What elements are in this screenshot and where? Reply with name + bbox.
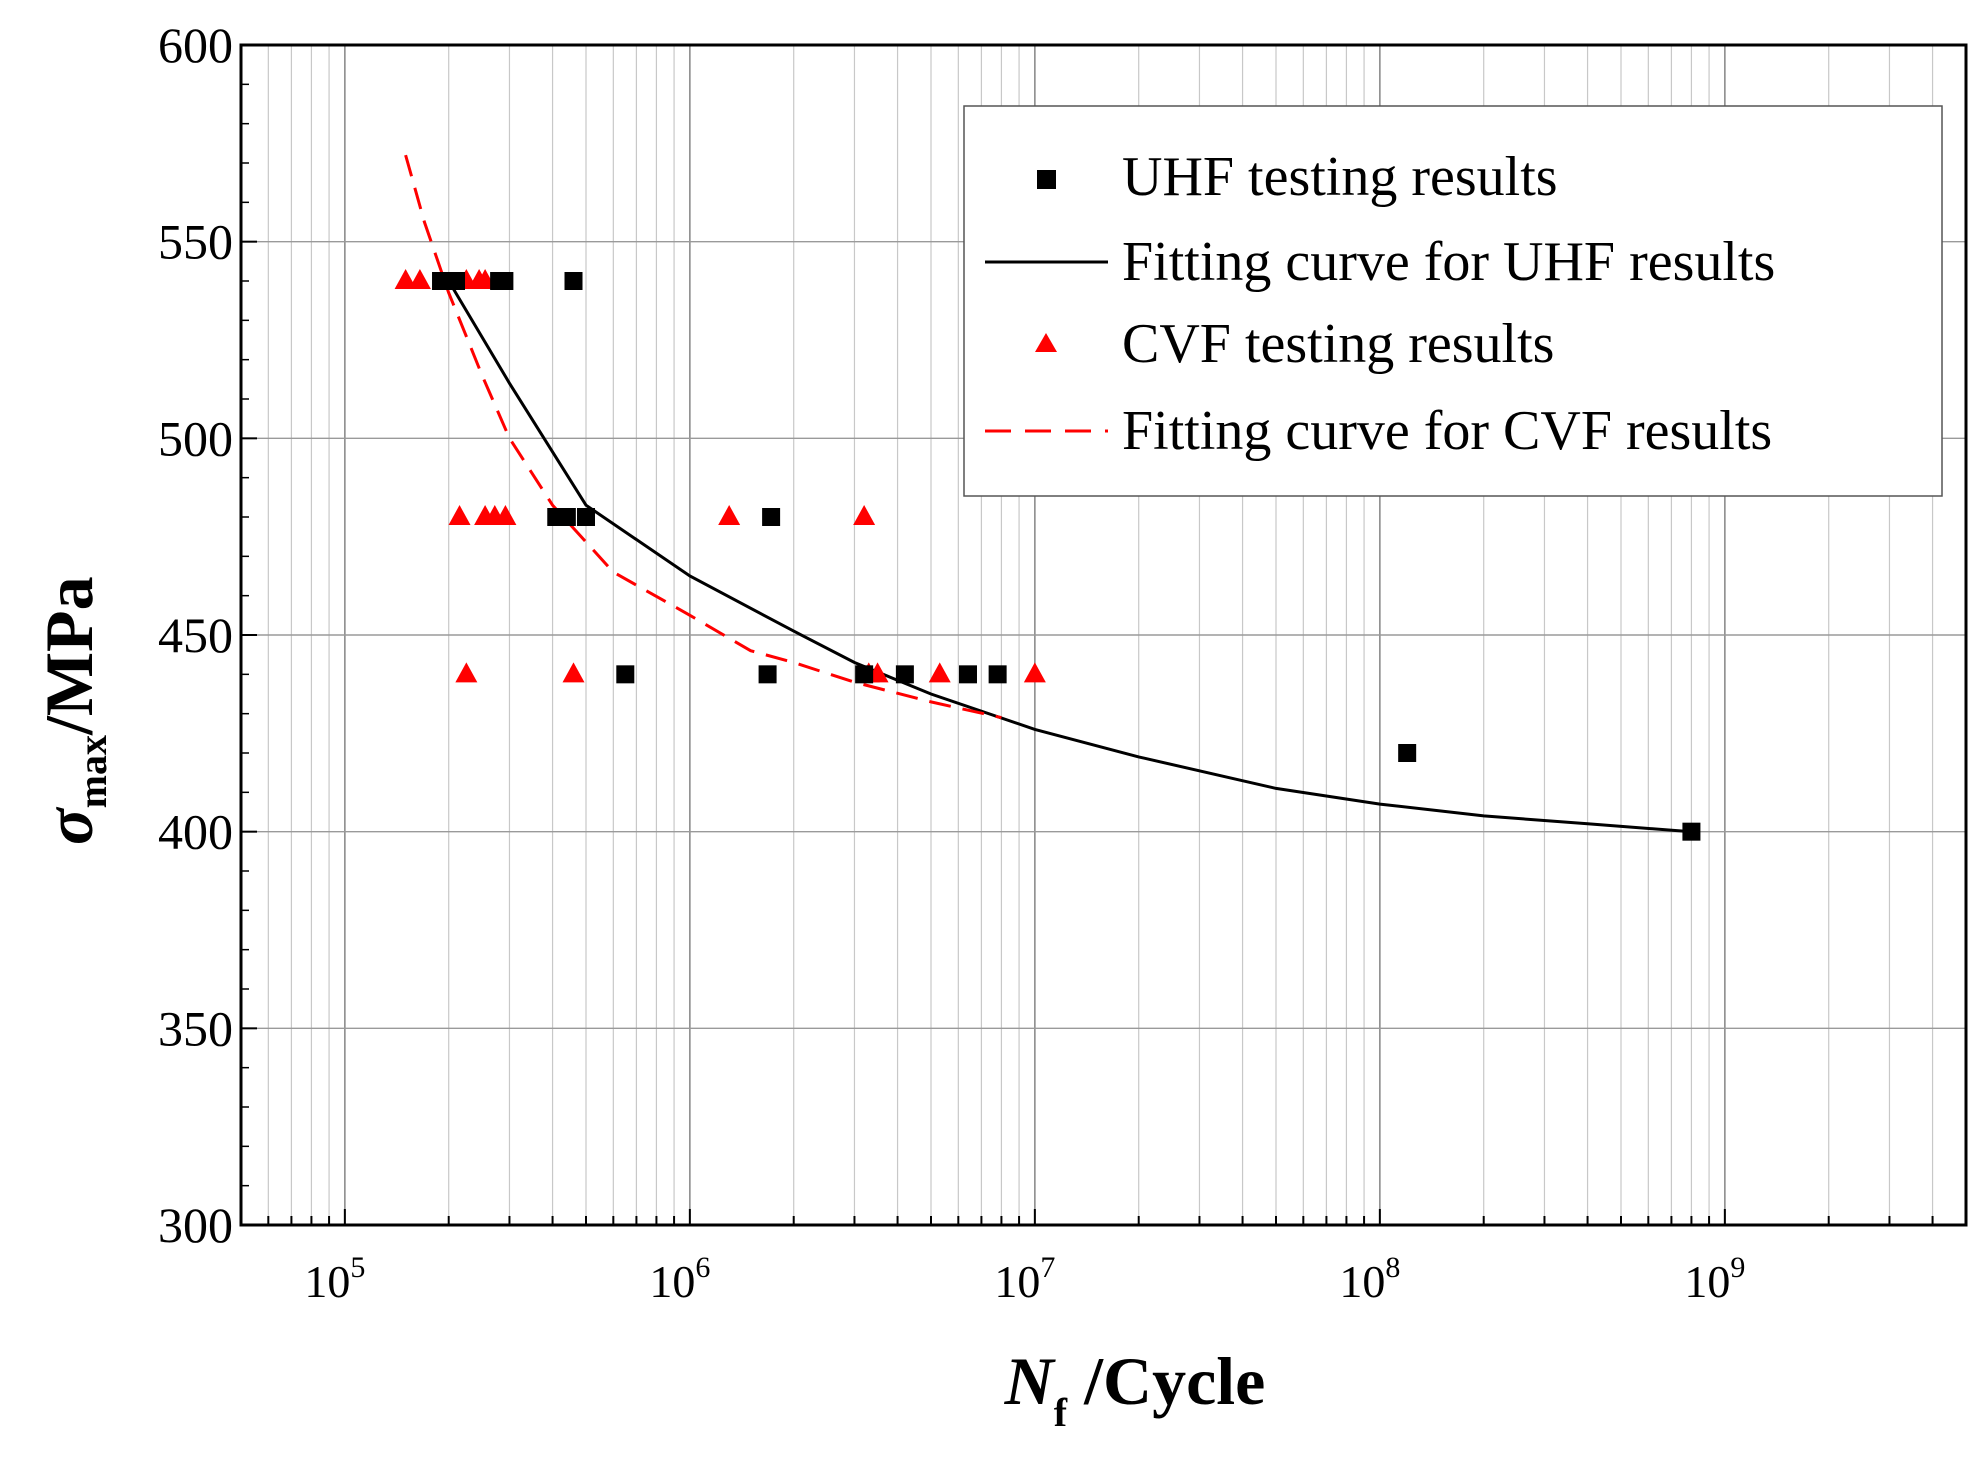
x-tick-label: 105 [304,1251,365,1307]
uhf-data-point [1682,822,1701,841]
legend-label-uhf-results: UHF testing results [1122,146,1558,208]
legend-label-cvf-fit: Fitting curve for CVF results [1122,400,1772,462]
legend-box [963,105,1943,497]
legend-label-uhf-fit: Fitting curve for UHF results [1122,231,1775,293]
uhf-data-point [557,508,576,526]
cvf-data-point [562,662,585,683]
plot-data [394,154,1701,841]
x-tick-label-exponent: 9 [1730,1251,1745,1284]
x-tick-label-exponent: 8 [1385,1251,1400,1284]
cvf-data-point [455,662,478,683]
cvf-data-point [1023,662,1046,683]
uhf-data-point [564,272,583,290]
x-axis-label-symbol: N [1004,1343,1057,1419]
x-tick-label-base: 10 [1339,1256,1385,1307]
x-tick-label-base: 10 [1684,1256,1730,1307]
x-tick-label-base: 10 [304,1256,350,1307]
y-tick-label: 450 [158,607,233,663]
x-tick-label-exponent: 5 [350,1251,365,1284]
uhf-data-point [762,508,781,526]
y-tick-label: 350 [158,1000,233,1056]
uhf-data-point [447,272,466,290]
y-tick-label: 600 [158,17,233,73]
uhf-data-point [1398,744,1417,762]
cvf-data-point [718,505,741,525]
x-axis-label-subscript: f [1054,1390,1068,1435]
y-tick-label: 500 [158,410,233,466]
y-axis-label-symbol: σ [31,806,107,845]
x-axis-label-unit: /Cycle [1067,1343,1265,1419]
legend-label-cvf-results: CVF testing results [1122,313,1554,375]
uhf-data-point [495,272,514,290]
uhf-data-point [895,665,914,684]
y-tick-label: 550 [158,214,233,270]
x-tick-label: 108 [1339,1251,1400,1307]
x-tick-label-base: 10 [994,1256,1040,1307]
y-axis-label: σmax/MPa [31,576,115,845]
x-tick-label-exponent: 6 [695,1251,710,1284]
cvf-fit-curve [404,154,1002,720]
cvf-data-point [394,269,417,289]
y-tick-label: 400 [158,804,233,860]
x-tick-label-exponent: 7 [1040,1251,1055,1284]
y-axis-label-subscript: max [70,735,115,808]
uhf-data-point [616,665,635,684]
x-tick-label: 107 [994,1251,1055,1307]
cvf-data-point [853,505,876,525]
y-tick-label: 300 [158,1197,233,1253]
cvf-data-point [494,505,517,525]
x-tick-label: 106 [649,1251,710,1307]
legend: UHF testing results Fitting curve for UH… [963,105,1943,497]
uhf-data-point [988,665,1007,684]
x-tick-label: 109 [1684,1251,1745,1307]
cvf-data-point [448,505,471,525]
uhf-data-point [577,508,595,526]
legend-marker-uhf-square [1037,170,1056,189]
uhf-data-point [758,665,777,684]
uhf-fit-curve [447,280,1692,834]
legend-marker-cvf-triangle [1035,333,1057,352]
cvf-data-point [408,269,431,289]
y-axis-label-unit: /MPa [31,576,107,736]
cvf-data-point [928,662,951,683]
uhf-data-point [855,665,874,684]
x-tick-label-base: 10 [649,1256,695,1307]
x-axis-label: Nf /Cycle [1004,1343,1266,1435]
uhf-data-point [958,665,977,684]
